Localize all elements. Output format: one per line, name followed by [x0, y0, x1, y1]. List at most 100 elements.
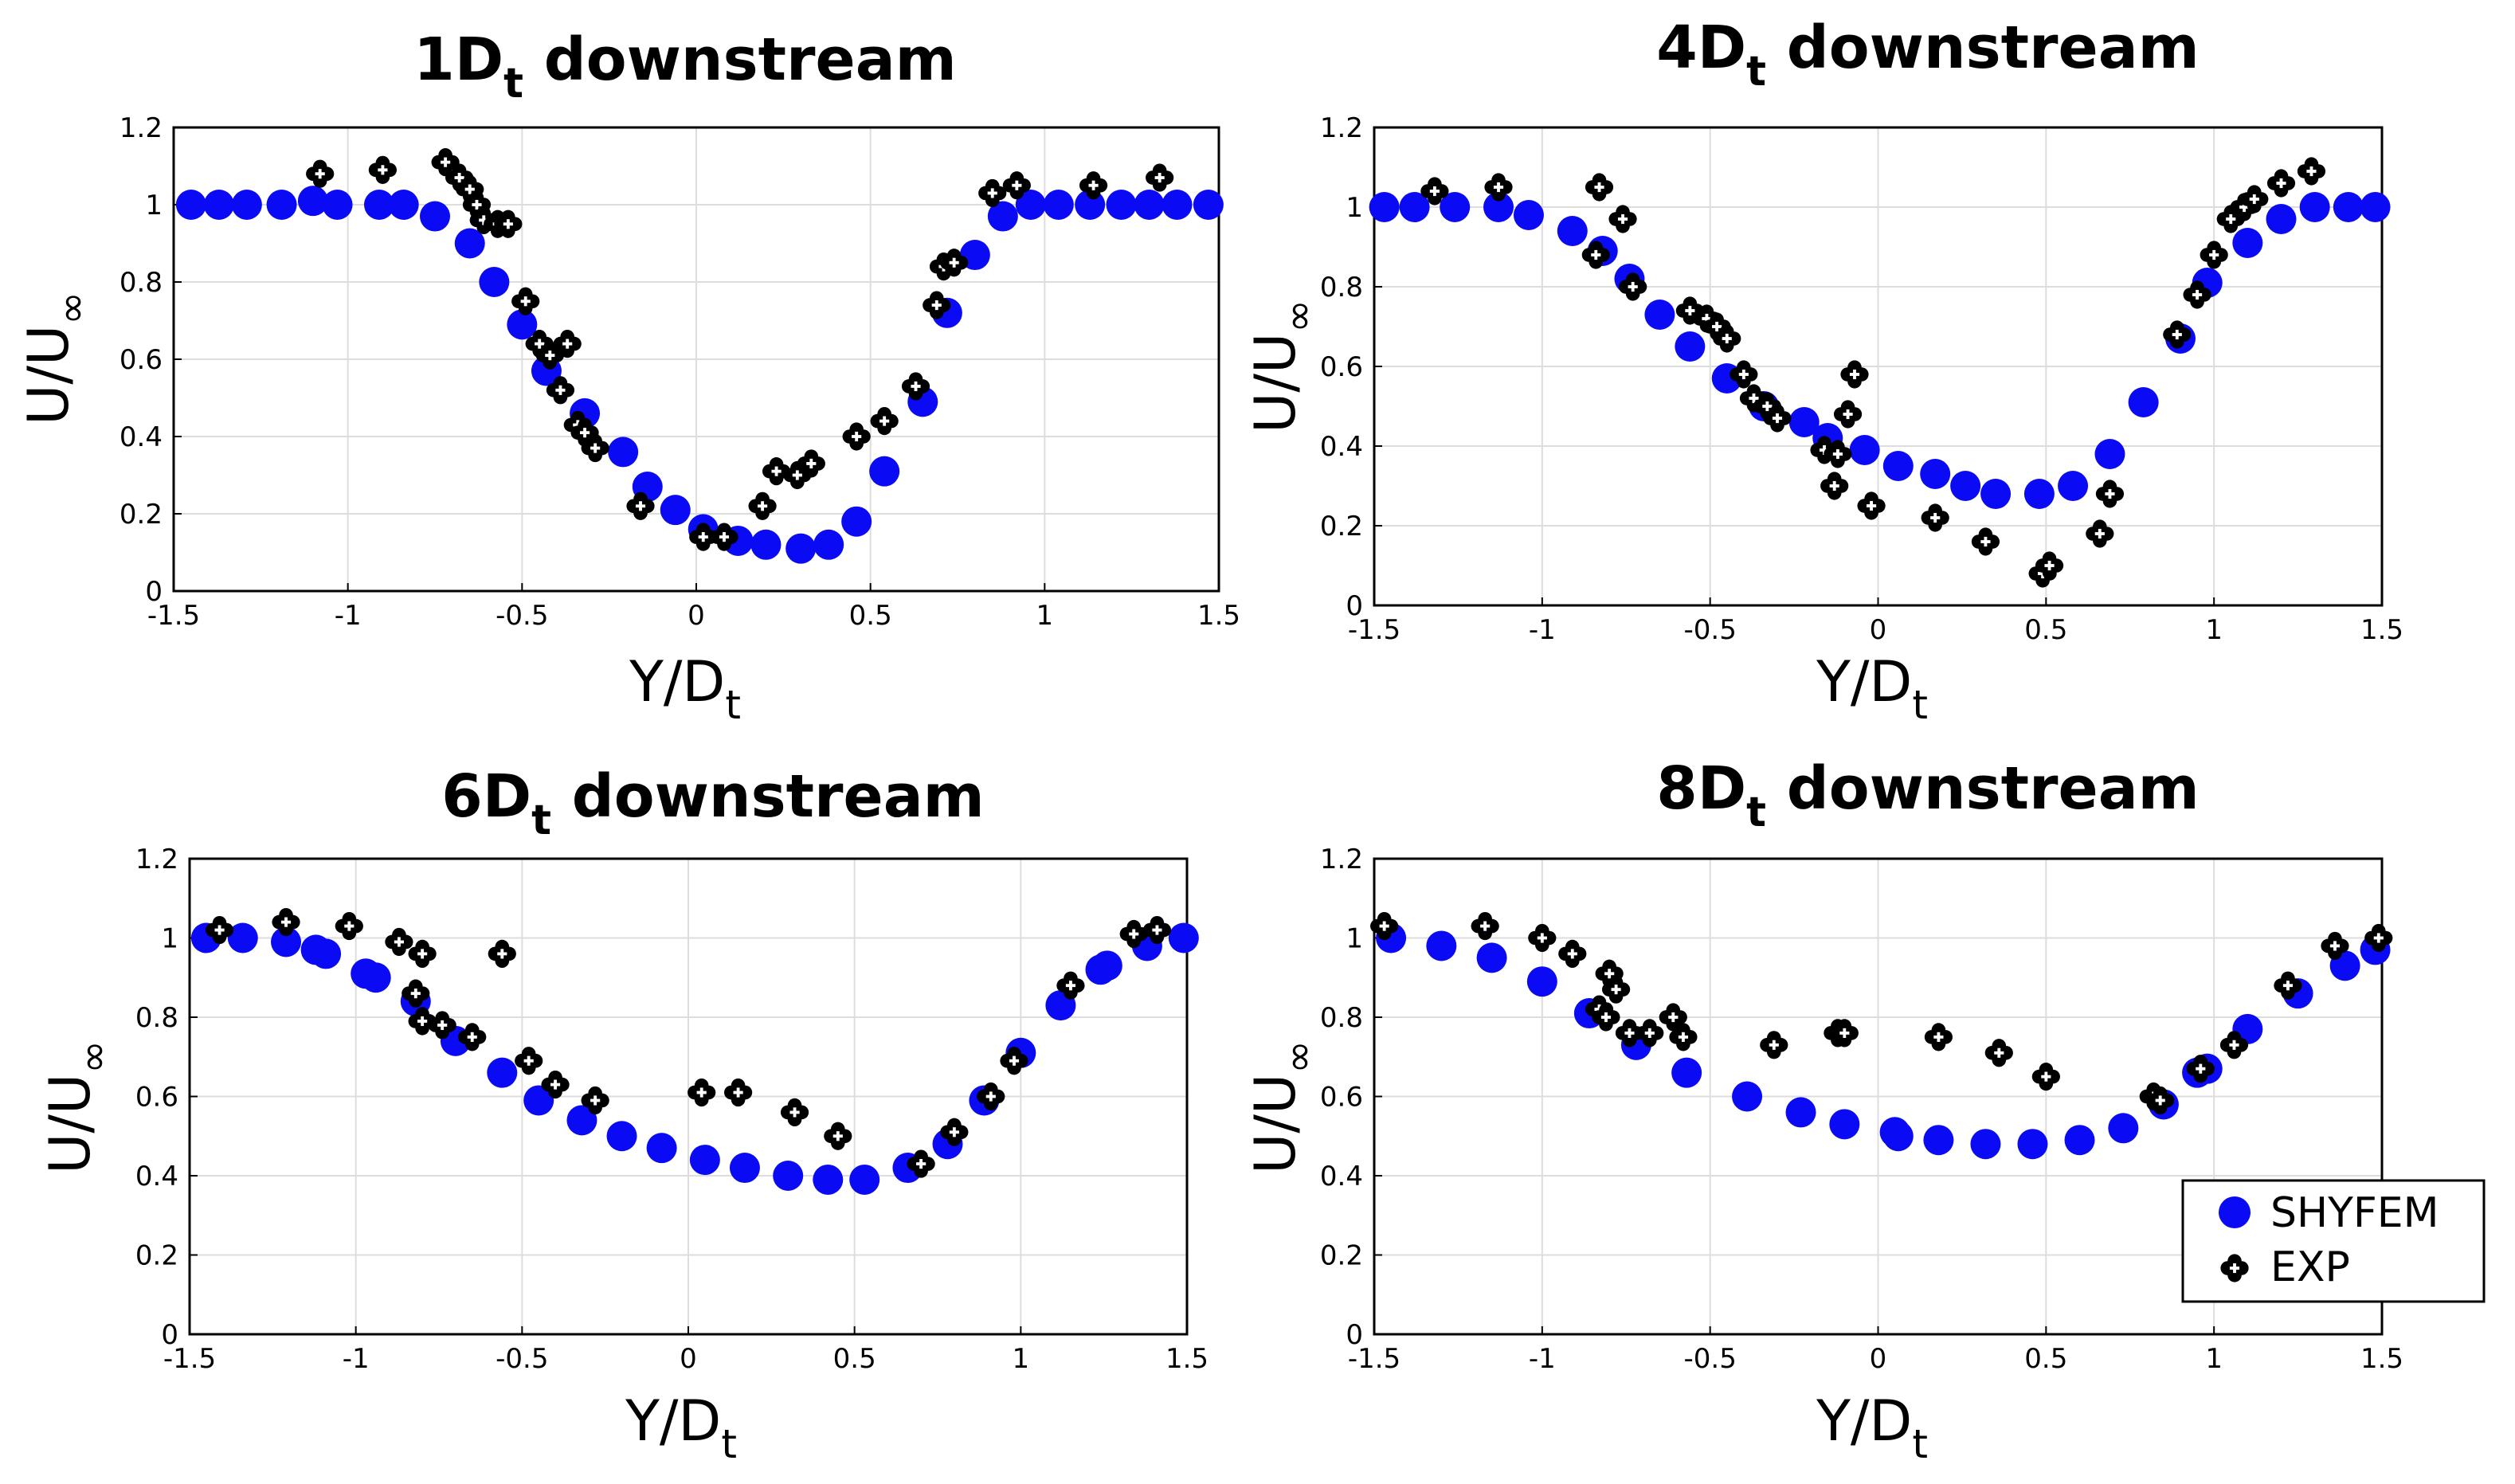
shyfem-point	[1671, 1057, 1702, 1088]
panel-1d-downstream: -1.5 -1 -0.5 0 0.5 1 1.5 0 0.2 0.4 0.6 0.8 1 1.2	[119, 112, 1240, 632]
exp-point	[2086, 519, 2114, 548]
shyfem-point	[175, 190, 206, 220]
exp-point	[2186, 1055, 2215, 1083]
shyfem-point	[266, 190, 297, 220]
shyfem-point	[608, 437, 639, 468]
shyfem-point	[420, 201, 450, 232]
exp-point	[1420, 177, 1449, 206]
exp-point	[511, 287, 540, 315]
shyfem-point	[523, 1085, 554, 1116]
exp-point	[541, 1070, 570, 1099]
x-axis-label-4: Y/Dt	[1816, 1388, 1928, 1467]
exp-point	[1669, 1023, 1698, 1051]
x-tick-label: -1.5	[1348, 1343, 1400, 1375]
exp-point	[1833, 400, 1863, 429]
shyfem-point	[454, 228, 485, 259]
exp-point	[445, 163, 474, 192]
exp-point	[1056, 971, 1085, 1000]
x-tick-label: 0	[688, 600, 705, 632]
panel-title-3: 6Dt downstream	[441, 762, 985, 844]
y-tick-label: 0	[1346, 1319, 1363, 1351]
shyfem-point	[227, 922, 258, 953]
exp-point	[494, 209, 523, 238]
shyfem-point	[646, 1133, 677, 1164]
x-tick-label: 0	[680, 1343, 697, 1375]
exp-point	[870, 407, 899, 436]
legend-label-exp: EXP	[2270, 1243, 2350, 1291]
shyfem-point	[1675, 331, 1706, 362]
shyfem-point	[660, 495, 691, 526]
exp-point	[1730, 360, 1758, 389]
shyfem-point	[2266, 204, 2297, 234]
shyfem-point	[1785, 1097, 1816, 1128]
shyfem-point	[2064, 1125, 2095, 1156]
shyfem-point	[271, 926, 302, 957]
y-tick-label: 0.2	[1320, 1240, 1363, 1272]
exp-point	[2095, 480, 2125, 508]
x-tick-label: -0.5	[1683, 1343, 1736, 1375]
shyfem-point	[729, 1153, 760, 1184]
exp-point	[1581, 241, 1610, 269]
exp-point	[335, 911, 363, 941]
exp-point	[824, 1122, 852, 1150]
exp-point	[385, 927, 413, 957]
exp-point	[1608, 205, 1637, 233]
y-tick-label: 0.2	[1320, 511, 1363, 542]
exp-point	[1824, 440, 1852, 468]
y-tick-label: 0.4	[135, 1161, 178, 1192]
exp-point	[1984, 1039, 2013, 1067]
exp-point	[1971, 527, 2000, 556]
exp-point	[1079, 171, 1108, 200]
shyfem-point	[1168, 922, 1199, 953]
shyfem-point	[1829, 1109, 1860, 1140]
shyfem-point	[1015, 190, 1046, 220]
y-axis-label-1: U/U∞	[16, 292, 95, 425]
shyfem-point	[813, 529, 844, 560]
x-tick-label: 1.5	[2360, 1343, 2403, 1375]
y-tick-label: 0.8	[1320, 272, 1363, 303]
exp-point	[306, 159, 335, 188]
x-tick-label: -1	[1529, 614, 1556, 646]
exp-point	[458, 1023, 487, 1051]
legend: SHYFEM EXP	[2181, 1179, 2486, 1303]
x-tick-label: -1.5	[163, 1343, 216, 1375]
exp-point	[1119, 919, 1148, 949]
exp-point	[797, 449, 825, 478]
exp-point	[1602, 975, 1631, 1004]
exp-point	[1659, 1003, 1687, 1032]
exp-point	[1820, 472, 1849, 500]
shyfem-point	[1644, 300, 1675, 330]
x-tick-label: 1	[1036, 600, 1054, 632]
exp-point	[1484, 173, 1513, 202]
exp-point	[2146, 1086, 2175, 1115]
exp-point	[535, 341, 564, 370]
panel-4d-downstream: -1.5 -1 -0.5 0 0.5 1 1.5 0 0.2 0.4 0.6 0.8 1 1.2	[1320, 112, 2403, 646]
exp-point	[1146, 163, 1174, 192]
exp-point	[1857, 491, 1886, 520]
exp-point	[2274, 971, 2302, 1000]
exp-point	[553, 330, 582, 358]
y-tick-label: 0.4	[1320, 431, 1363, 463]
y-tick-label: 0.6	[1320, 1082, 1363, 1114]
y-tick-label: 0.4	[119, 421, 163, 453]
shyfem-point	[1980, 479, 2012, 509]
exp-point	[940, 1118, 969, 1146]
x-tick-label: -1.5	[147, 600, 200, 632]
exp-point	[205, 915, 234, 945]
y-tick-label: 0.2	[135, 1240, 178, 1272]
y-tick-label: 0.6	[119, 344, 163, 376]
shyfem-point	[1369, 192, 1400, 222]
panel-title-1: 1Dt downstream	[413, 25, 957, 108]
shyfem-point	[1920, 459, 1951, 489]
shyfem-point	[785, 533, 817, 564]
y-tick-label: 0.4	[1320, 1161, 1363, 1192]
shyfem-point	[311, 938, 342, 969]
exp-point	[724, 1078, 753, 1107]
shyfem-point	[813, 1164, 844, 1195]
exp-point	[2035, 551, 2064, 580]
y-tick-label: 0.8	[119, 267, 163, 299]
x-tick-label: 0.5	[849, 600, 892, 632]
shyfem-point	[1732, 1081, 1763, 1112]
exp-point	[748, 491, 777, 520]
exp-point	[1370, 911, 1399, 941]
